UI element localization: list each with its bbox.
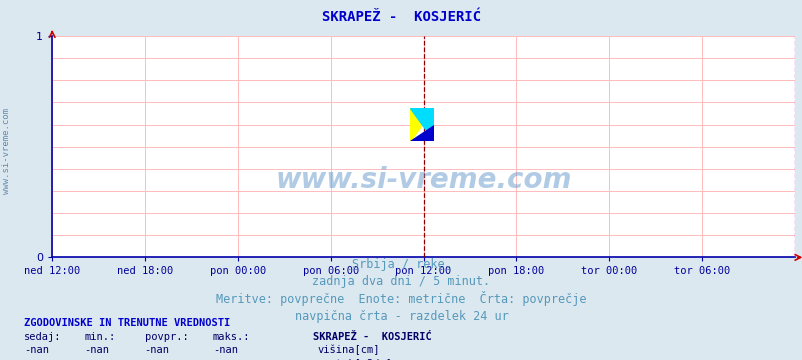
Text: min.:: min.:	[84, 332, 115, 342]
Text: navpična črta - razdelek 24 ur: navpična črta - razdelek 24 ur	[294, 310, 508, 323]
Text: -nan: -nan	[213, 345, 237, 355]
Text: -nan: -nan	[24, 345, 49, 355]
Polygon shape	[410, 108, 434, 141]
Text: višina[cm]: višina[cm]	[317, 345, 379, 355]
Text: -nan: -nan	[84, 359, 109, 360]
Text: www.si-vreme.com: www.si-vreme.com	[2, 108, 11, 194]
Text: povpr.:: povpr.:	[144, 332, 188, 342]
Text: Srbija / reke.: Srbija / reke.	[351, 258, 451, 271]
Text: -nan: -nan	[24, 359, 49, 360]
Text: Meritve: povprečne  Enote: metrične  Črta: povprečje: Meritve: povprečne Enote: metrične Črta:…	[216, 291, 586, 306]
Text: pretok[m3/s]: pretok[m3/s]	[317, 359, 391, 360]
Text: -nan: -nan	[84, 345, 109, 355]
Text: www.si-vreme.com: www.si-vreme.com	[275, 166, 571, 194]
Text: zadnja dva dni / 5 minut.: zadnja dva dni / 5 minut.	[312, 275, 490, 288]
Text: maks.:: maks.:	[213, 332, 250, 342]
Text: -nan: -nan	[144, 345, 169, 355]
Text: sedaj:: sedaj:	[24, 332, 62, 342]
Text: -nan: -nan	[144, 359, 169, 360]
Text: ZGODOVINSKE IN TRENUTNE VREDNOSTI: ZGODOVINSKE IN TRENUTNE VREDNOSTI	[24, 318, 230, 328]
Polygon shape	[410, 108, 434, 141]
Polygon shape	[410, 125, 434, 141]
Text: -nan: -nan	[213, 359, 237, 360]
Text: SKRAPEŽ -  KOSJERIĆ: SKRAPEŽ - KOSJERIĆ	[322, 10, 480, 24]
Text: SKRAPEŽ -  KOSJERIĆ: SKRAPEŽ - KOSJERIĆ	[313, 332, 431, 342]
